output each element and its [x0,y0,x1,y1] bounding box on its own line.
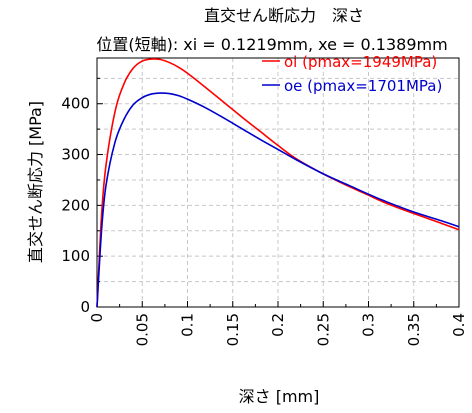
y-tick-label: 100 [61,247,90,265]
x-tick-label: 0.3 [360,313,378,337]
y-tick-label: 400 [61,95,90,113]
y-axis-title: 直交せん断応力 [MPa] [26,101,45,263]
x-tick-label: 0.2 [269,313,287,337]
y-tick-label: 300 [61,146,90,164]
series-lines [96,58,460,308]
series-line-oe [96,92,460,308]
y-tick-label: 0 [80,298,90,316]
chart-title: 直交せん断応力 深さ [204,6,364,25]
series-line-oi [96,58,460,308]
axis-ticks: 0 0.05 0.1 0.15 0.2 0.25 0.3 0.35 0.4 0 100 200 300 4… [61,77,468,346]
x-tick-label: 0.25 [314,313,332,346]
legend-label: oe (pmax=1701MPa) [284,77,442,95]
x-tick-label: 0.05 [133,313,151,346]
legend-label: oi (pmax=1949MPa) [284,53,437,71]
x-tick-label: 0.4 [450,313,468,337]
x-tick-label: 0.15 [224,313,242,346]
x-tick-label: 0.35 [405,313,423,346]
x-tick-label: 0.1 [179,313,197,337]
chart-subtitle: 位置(短軸): xi = 0.1219mm, xe = 0.1389mm [96,35,447,54]
y-tick-label: 200 [61,196,90,214]
x-tick-label: 0 [88,313,106,323]
x-axis-title: 深さ [mm] [239,387,320,406]
legend: oi (pmax=1949MPa) oe (pmax=1701MPa) [262,53,442,95]
grid [97,58,459,307]
